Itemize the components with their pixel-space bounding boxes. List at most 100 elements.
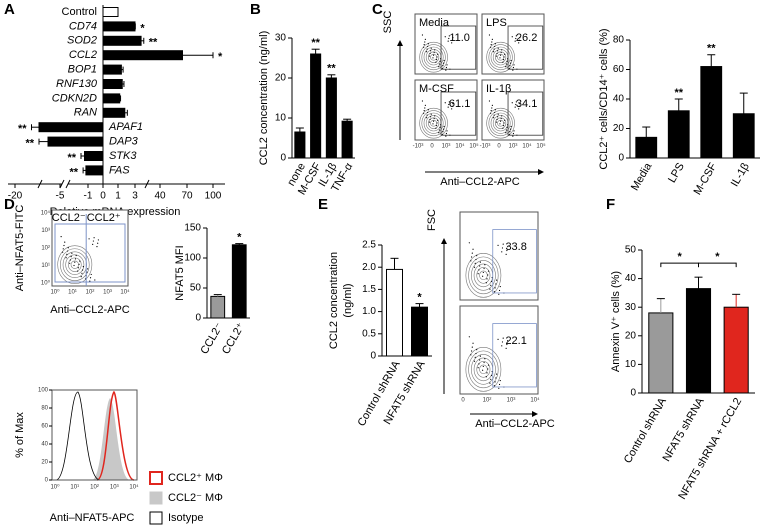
event-dot: [505, 66, 507, 68]
axis-break: [144, 179, 150, 189]
event-dot: [506, 249, 508, 252]
bar: [386, 268, 403, 357]
event-dot: [493, 114, 495, 116]
event-dot: [494, 45, 496, 48]
event-dot: [495, 373, 498, 375]
event-dot: [73, 264, 75, 267]
y-tick-label: 0.5: [362, 328, 376, 339]
event-dot: [437, 53, 439, 55]
event-dot: [477, 273, 479, 275]
x-tick-label: 0: [497, 144, 501, 150]
y-axis-label: CCL2⁺ cells/CD14⁺ cells (%): [598, 28, 610, 169]
event-dot: [505, 253, 507, 255]
x-tick-label: -10³: [413, 144, 424, 150]
event-dot: [512, 135, 514, 137]
contour: [419, 41, 448, 73]
event-dot: [484, 358, 486, 360]
contour: [468, 350, 499, 389]
event-dot: [435, 61, 437, 63]
y-tick-label: 30: [625, 302, 637, 313]
contour: [471, 354, 496, 385]
event-dot: [423, 112, 425, 114]
significance: **: [25, 138, 34, 150]
event-dot: [61, 251, 64, 253]
event-dot: [444, 36, 446, 38]
event-dot: [504, 119, 506, 121]
event-dot: [97, 242, 99, 244]
event-dot: [515, 37, 517, 40]
event-dot: [494, 111, 496, 114]
event-dot: [506, 60, 508, 62]
event-dot: [479, 261, 481, 263]
y-tick-label: 80: [41, 406, 48, 412]
category-label: CCL2: [69, 49, 97, 61]
contour: [419, 107, 448, 139]
legend-label: CCL2⁻ MΦ: [168, 492, 223, 504]
y-tick-label: 10¹: [41, 263, 50, 269]
event-dot: [511, 102, 513, 104]
event-dot: [470, 256, 473, 258]
event-dot: [70, 256, 72, 258]
y-axis-label: NFAT5 MFI: [174, 245, 186, 300]
event-dot: [433, 51, 435, 54]
event-dot: [482, 271, 484, 274]
event-dot: [499, 123, 501, 125]
gate-label: CCL2⁺: [87, 212, 121, 224]
y-tick-label: 40: [41, 442, 48, 448]
gate-label: CCL2⁻: [52, 212, 86, 224]
event-dot: [442, 131, 444, 133]
gate-value: 11.0: [449, 32, 470, 44]
event-dot: [427, 109, 429, 111]
event-dot: [65, 257, 67, 259]
event-dot: [429, 118, 431, 121]
event-dot: [482, 365, 484, 368]
event-dot: [495, 121, 498, 123]
y-tick-label: 100: [38, 388, 49, 394]
event-dot: [97, 239, 100, 241]
bar: [700, 66, 723, 159]
category-label: Control: [62, 6, 97, 18]
event-dot: [506, 343, 508, 346]
x-tick-label: 10⁰: [50, 484, 60, 491]
bar: [102, 7, 119, 17]
contour: [486, 107, 515, 139]
event-dot: [490, 378, 492, 380]
event-dot: [69, 262, 71, 264]
plot-label: LPS: [486, 17, 507, 29]
event-dot: [435, 58, 438, 61]
event-dot: [432, 120, 435, 122]
event-dot: [79, 260, 81, 262]
event-dot: [479, 355, 481, 357]
x-tick-label: 0: [100, 191, 106, 202]
event-dot: [69, 259, 72, 261]
event-dot: [501, 345, 503, 347]
significance: *: [678, 251, 683, 263]
event-dot: [491, 41, 493, 43]
event-dot: [509, 65, 511, 67]
contour: [476, 267, 491, 284]
contour: [476, 361, 491, 378]
event-dot: [482, 369, 484, 371]
contour: [68, 257, 82, 272]
y-tick-label: 0: [195, 313, 201, 324]
y-tick-label: 2.0: [362, 262, 376, 273]
category-label: CD74: [69, 20, 97, 32]
event-dot: [515, 35, 517, 37]
event-dot: [438, 66, 440, 68]
x-tick-label: 40: [154, 191, 166, 202]
event-dot: [445, 66, 448, 69]
x-tick-label: -20: [8, 191, 23, 202]
event-dot: [490, 44, 492, 46]
contour: [490, 46, 511, 68]
event-dot: [93, 237, 95, 239]
y-tick-label: 10: [275, 113, 287, 124]
bar: [102, 64, 122, 75]
significance: **: [674, 87, 683, 99]
event-dot: [499, 379, 501, 382]
event-dot: [436, 56, 438, 58]
x-tick-label: 100: [205, 191, 222, 202]
event-dot: [491, 104, 493, 106]
legend-label: Isotype: [168, 512, 203, 524]
event-dot: [518, 42, 520, 44]
plot-label: M-CSF: [419, 83, 454, 95]
